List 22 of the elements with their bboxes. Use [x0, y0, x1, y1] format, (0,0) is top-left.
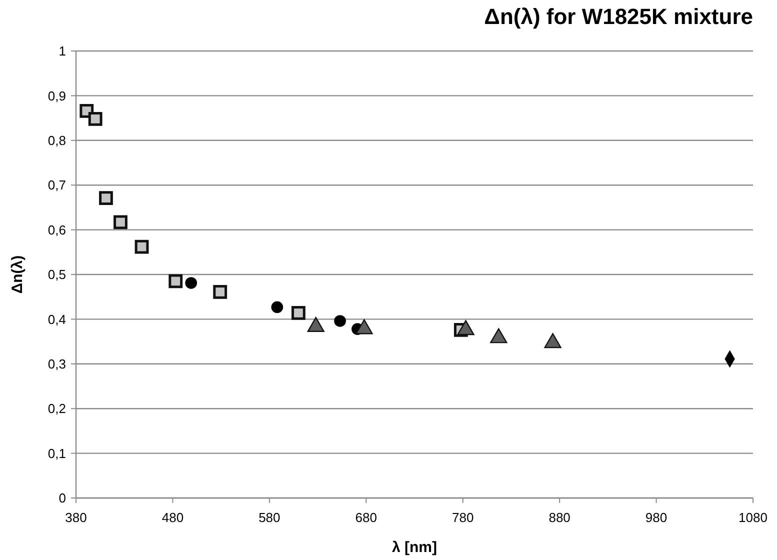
y-axis-title: Δn(λ) — [9, 255, 26, 294]
x-tick-label: 1080 — [738, 510, 768, 525]
x-tick-label: 480 — [162, 510, 184, 525]
y-tick-label: 0,6 — [48, 222, 66, 238]
chart-title: Δn(λ) for W1825K mixture — [484, 4, 753, 29]
x-tick-label: 680 — [355, 510, 377, 525]
x-tick-label: 580 — [258, 510, 280, 525]
x-tick-label: 880 — [548, 510, 570, 525]
y-tick-label: 0,4 — [48, 312, 66, 327]
y-tick-label: 0 — [58, 490, 66, 506]
y-tick-label: 0,3 — [48, 356, 66, 372]
y-tick-label: 0,7 — [48, 178, 66, 193]
y-tick-label: 0,1 — [48, 446, 66, 461]
y-tick-label: 0,9 — [48, 88, 66, 104]
y-tick-label: 1 — [58, 44, 66, 59]
y-tick-label: 0,8 — [48, 132, 66, 148]
y-tick-label: 0,5 — [48, 267, 66, 282]
x-tick-label: 780 — [452, 510, 474, 525]
x-tick-label: 980 — [645, 510, 668, 525]
y-tick-label: 0,2 — [48, 401, 66, 416]
x-tick-label: 380 — [65, 510, 87, 525]
x-axis-title: λ [nm] — [392, 539, 438, 556]
